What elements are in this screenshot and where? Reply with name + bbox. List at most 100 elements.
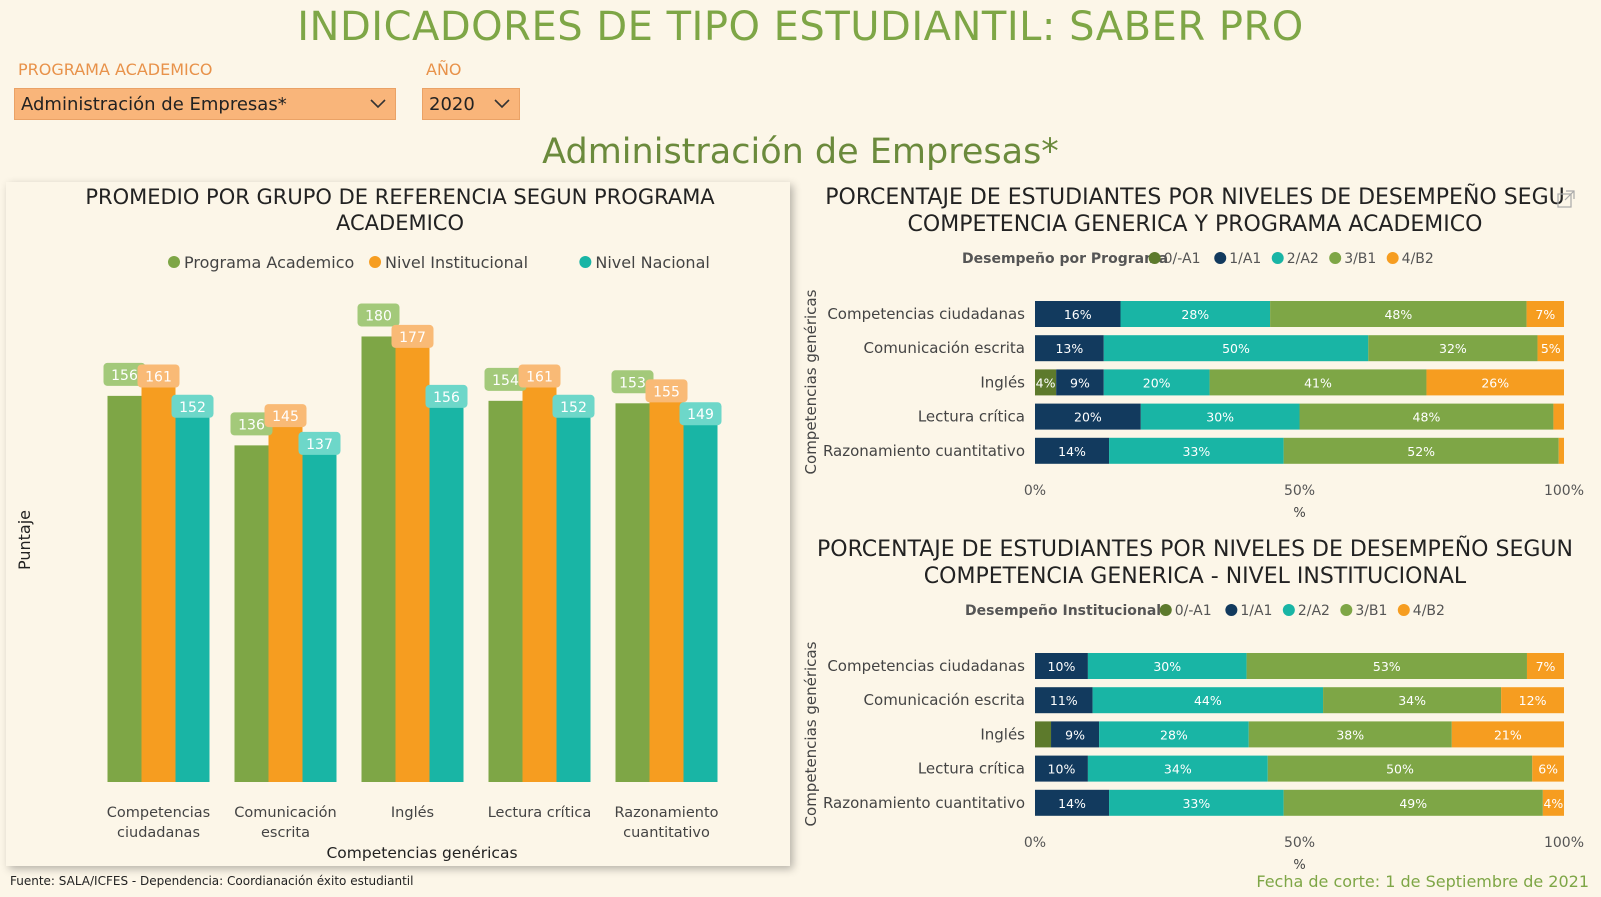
stacked-segment xyxy=(1035,721,1052,748)
bar xyxy=(234,445,269,782)
year-dropdown[interactable]: 2020 xyxy=(422,88,520,120)
x-tick-label: ciudadanas xyxy=(117,825,200,841)
segment-label: 52% xyxy=(1407,444,1435,459)
stacked-segment xyxy=(1209,369,1427,396)
segment-label: 28% xyxy=(1160,727,1188,742)
data-label-bg xyxy=(484,367,527,391)
data-label-bg xyxy=(298,431,341,455)
segment-label: 48% xyxy=(1413,410,1441,425)
source-note: Fuente: SALA/ICFES - Dependencia: Coordi… xyxy=(10,874,414,888)
data-label-bg xyxy=(645,379,688,403)
legend-label: 2/A2 xyxy=(1287,251,1319,267)
y-axis-label: Competencias genéricas xyxy=(802,289,820,474)
legend-marker xyxy=(1225,604,1238,616)
bar xyxy=(175,405,210,782)
segment-label: 5% xyxy=(1541,341,1561,356)
stacked-chart-title: COMPETENCIA GENERICA - NIVEL INSTITUCION… xyxy=(924,564,1467,589)
stacked-segment xyxy=(1248,721,1452,748)
segment-label: 20% xyxy=(1143,375,1171,390)
y-tick-label: Razonamiento cuantitativo xyxy=(823,794,1025,812)
legend-label: 3/B1 xyxy=(1355,603,1387,619)
stacked-segment xyxy=(1120,301,1271,327)
data-label-bg xyxy=(230,412,273,436)
y-tick-label: Inglés xyxy=(980,373,1025,391)
segment-label: 9% xyxy=(1065,727,1085,742)
expand-icon[interactable] xyxy=(1557,190,1575,208)
data-label: 153 xyxy=(619,375,646,391)
legend-label: 0/-A1 xyxy=(1175,603,1212,619)
y-axis-label: Competencias genéricas xyxy=(802,641,820,826)
stacked-segment xyxy=(1035,437,1110,464)
legend-marker xyxy=(1397,604,1410,616)
y-tick-label: Comunicación escrita xyxy=(864,339,1025,357)
bar xyxy=(429,395,464,782)
legend-label: 0/-A1 xyxy=(1164,251,1201,267)
bar xyxy=(488,400,523,782)
segment-label: 34% xyxy=(1398,693,1426,708)
stacked-segment xyxy=(1035,403,1141,430)
legend-label: Programa Academico xyxy=(184,253,354,272)
stacked-segment xyxy=(1526,653,1564,679)
data-label: 156 xyxy=(433,390,460,406)
segment-label: 6% xyxy=(1538,762,1558,777)
bar xyxy=(556,405,591,782)
legend-label: 4/B2 xyxy=(1413,603,1445,619)
y-tick-label: Inglés xyxy=(980,725,1025,743)
segment-label: 50% xyxy=(1222,341,1250,356)
x-axis-label: Competencias genéricas xyxy=(326,844,517,862)
stacked-segment xyxy=(1087,755,1268,782)
segment-label: 20% xyxy=(1074,410,1102,425)
segment-label: 12% xyxy=(1519,693,1547,708)
x-tick-label: 100% xyxy=(1544,483,1584,499)
bar xyxy=(141,383,176,782)
program-subtitle: Administración de Empresas* xyxy=(542,132,1059,172)
stacked-segment xyxy=(1537,335,1564,362)
stacked-segment xyxy=(1035,369,1057,396)
segment-label: 4% xyxy=(1543,796,1563,811)
data-label: 161 xyxy=(145,370,172,386)
data-label: 145 xyxy=(272,409,299,425)
data-label-bg xyxy=(264,404,307,428)
stacked-segment xyxy=(1270,301,1527,327)
x-axis-label: % xyxy=(1293,506,1305,521)
segment-label: 33% xyxy=(1182,796,1210,811)
stacked-chart-title: PORCENTAJE DE ESTUDIANTES POR NIVELES DE… xyxy=(817,535,1573,562)
stacked-segment xyxy=(1035,335,1104,362)
data-label-bg xyxy=(357,303,400,327)
legend-marker xyxy=(1159,604,1172,616)
stacked-segment xyxy=(1283,437,1559,464)
stacked-segment xyxy=(1526,301,1564,327)
legend-label: 1/A1 xyxy=(1240,603,1272,619)
y-tick-label: Razonamiento cuantitativo xyxy=(823,442,1025,460)
legend-marker xyxy=(579,256,592,268)
cutoff-date: Fecha de corte: 1 de Septiembre de 2021 xyxy=(1256,872,1589,891)
program-filter-label: PROGRAMA ACADEMICO xyxy=(18,60,213,79)
y-tick-label: Lectura crítica xyxy=(918,760,1025,778)
bar xyxy=(395,343,430,782)
legend-title: Desempeño por Programa xyxy=(962,251,1168,267)
segment-label: 9% xyxy=(1070,375,1090,390)
bar xyxy=(361,336,396,782)
legend-marker xyxy=(168,256,180,268)
data-label-bg xyxy=(679,402,722,426)
stacked-segment xyxy=(1246,653,1527,679)
y-tick-label: Comunicación escrita xyxy=(864,691,1025,709)
x-tick-label: escrita xyxy=(261,825,310,841)
stacked-segment xyxy=(1501,687,1564,714)
data-label: 177 xyxy=(399,330,426,346)
stacked-segment xyxy=(1299,403,1554,430)
segment-label: 10% xyxy=(1048,659,1076,674)
stacked-segment xyxy=(1051,721,1100,748)
bar xyxy=(268,423,303,782)
data-label: 152 xyxy=(560,400,587,416)
program-dropdown[interactable]: Administración de Empresas* xyxy=(14,88,396,120)
bar-chart-title: PROMEDIO POR GRUPO DE REFERENCIA SEGUN P… xyxy=(85,185,715,209)
x-axis-label: % xyxy=(1293,858,1305,873)
stacked-segment xyxy=(1103,335,1369,362)
data-label: 152 xyxy=(179,400,206,416)
year-filter-label: AÑO xyxy=(426,60,462,79)
segment-label: 13% xyxy=(1055,341,1083,356)
x-tick-label: Comunicación xyxy=(234,805,336,821)
data-label: 155 xyxy=(653,384,680,400)
stacked-segment xyxy=(1267,755,1533,782)
